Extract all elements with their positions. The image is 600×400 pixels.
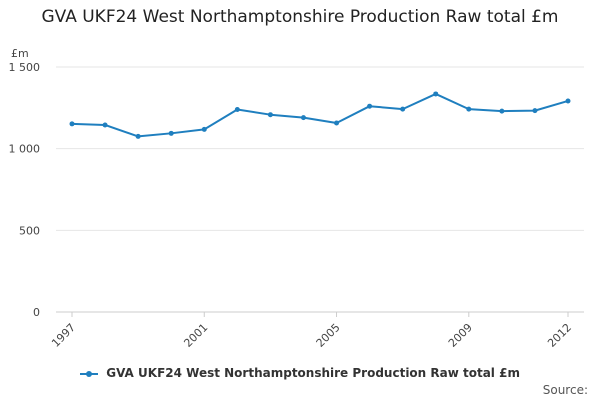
series-line (71, 92, 569, 138)
data-point (201, 126, 207, 132)
data-point (102, 122, 108, 128)
data-point (135, 133, 141, 139)
y-tick-label: 0 (33, 306, 40, 319)
data-point (499, 108, 505, 114)
x-tick-label: 1997 (49, 321, 78, 350)
x-tick-label: 2001 (181, 321, 210, 350)
y-tick-label: 1 500 (9, 61, 41, 74)
data-point (300, 115, 306, 121)
data-point (234, 106, 240, 112)
data-point (168, 130, 174, 136)
y-tick-label: 1 000 (9, 143, 41, 156)
data-point (334, 120, 340, 126)
x-tick-label: 2012 (545, 321, 574, 350)
data-point (433, 91, 439, 97)
data-point (69, 121, 75, 127)
data-point (400, 106, 406, 112)
y-axis-label: £m (11, 47, 29, 60)
data-point (565, 98, 571, 104)
chart-title: GVA UKF24 West Northamptonshire Producti… (41, 7, 559, 27)
chart-legend: GVA UKF24 West Northamptonshire Producti… (0, 366, 600, 380)
data-point (267, 112, 273, 118)
x-tick-label: 2005 (314, 321, 343, 350)
y-tick-label: 500 (19, 224, 40, 237)
x-tick-label: 2009 (446, 321, 475, 350)
data-point (367, 103, 373, 109)
legend-label: GVA UKF24 West Northamptonshire Producti… (106, 366, 520, 380)
data-point (532, 108, 538, 114)
data-point (466, 106, 472, 112)
legend-swatch (80, 369, 99, 379)
source-label: Source: (542, 383, 588, 397)
